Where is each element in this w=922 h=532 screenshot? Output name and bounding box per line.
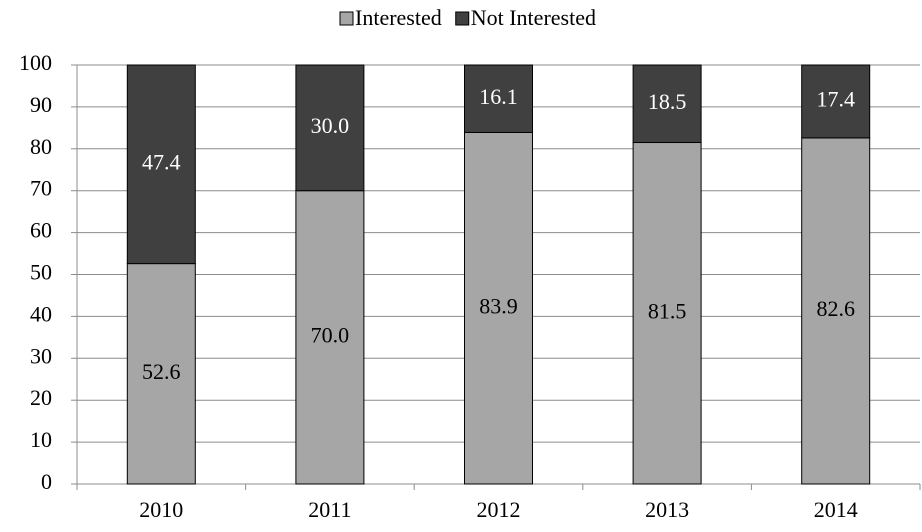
- legend-label: Not Interested: [471, 5, 596, 30]
- bar-segment: [801, 64, 871, 139]
- y-tick-label: 40: [30, 301, 52, 326]
- data-label: 16.1: [479, 84, 518, 109]
- y-tick-label: 20: [30, 385, 52, 410]
- bar-segment: [295, 190, 365, 485]
- y-tick-label: 90: [30, 92, 52, 117]
- data-label: 52.6: [142, 359, 181, 384]
- legend-swatch: [339, 11, 354, 26]
- x-tick-label: 2012: [477, 497, 521, 522]
- data-label: 17.4: [816, 86, 855, 111]
- data-label: 82.6: [816, 296, 855, 321]
- y-tick-label: 100: [19, 50, 52, 75]
- x-tick-label: 2011: [308, 497, 351, 522]
- bar-segment: [801, 137, 871, 485]
- y-tick-label: 10: [30, 427, 52, 452]
- bar-segment: [464, 131, 533, 485]
- y-tick-label: 50: [30, 260, 52, 285]
- bar-segment: [295, 64, 365, 192]
- bar-segment: [632, 142, 702, 485]
- data-label: 81.5: [648, 298, 687, 323]
- y-tick-label: 60: [30, 218, 52, 243]
- x-tick-label: 2010: [139, 497, 183, 522]
- legend-swatch: [455, 11, 470, 26]
- y-tick-label: 30: [30, 343, 52, 368]
- bar-segment: [126, 64, 196, 265]
- data-label: 30.0: [311, 113, 350, 138]
- x-tick-label: 2014: [814, 497, 858, 522]
- y-tick-label: 0: [41, 469, 52, 494]
- data-label: 70.0: [311, 322, 350, 347]
- data-label: 18.5: [648, 89, 687, 114]
- data-label: 47.4: [142, 149, 181, 174]
- y-tick-label: 70: [30, 176, 52, 201]
- legend-label: Interested: [355, 5, 442, 30]
- y-tick-label: 80: [30, 134, 52, 159]
- x-tick-label: 2013: [645, 497, 689, 522]
- bar-segment: [632, 64, 702, 144]
- bar-segment: [126, 263, 196, 485]
- data-label: 83.9: [479, 293, 518, 318]
- bar-segment: [464, 64, 533, 133]
